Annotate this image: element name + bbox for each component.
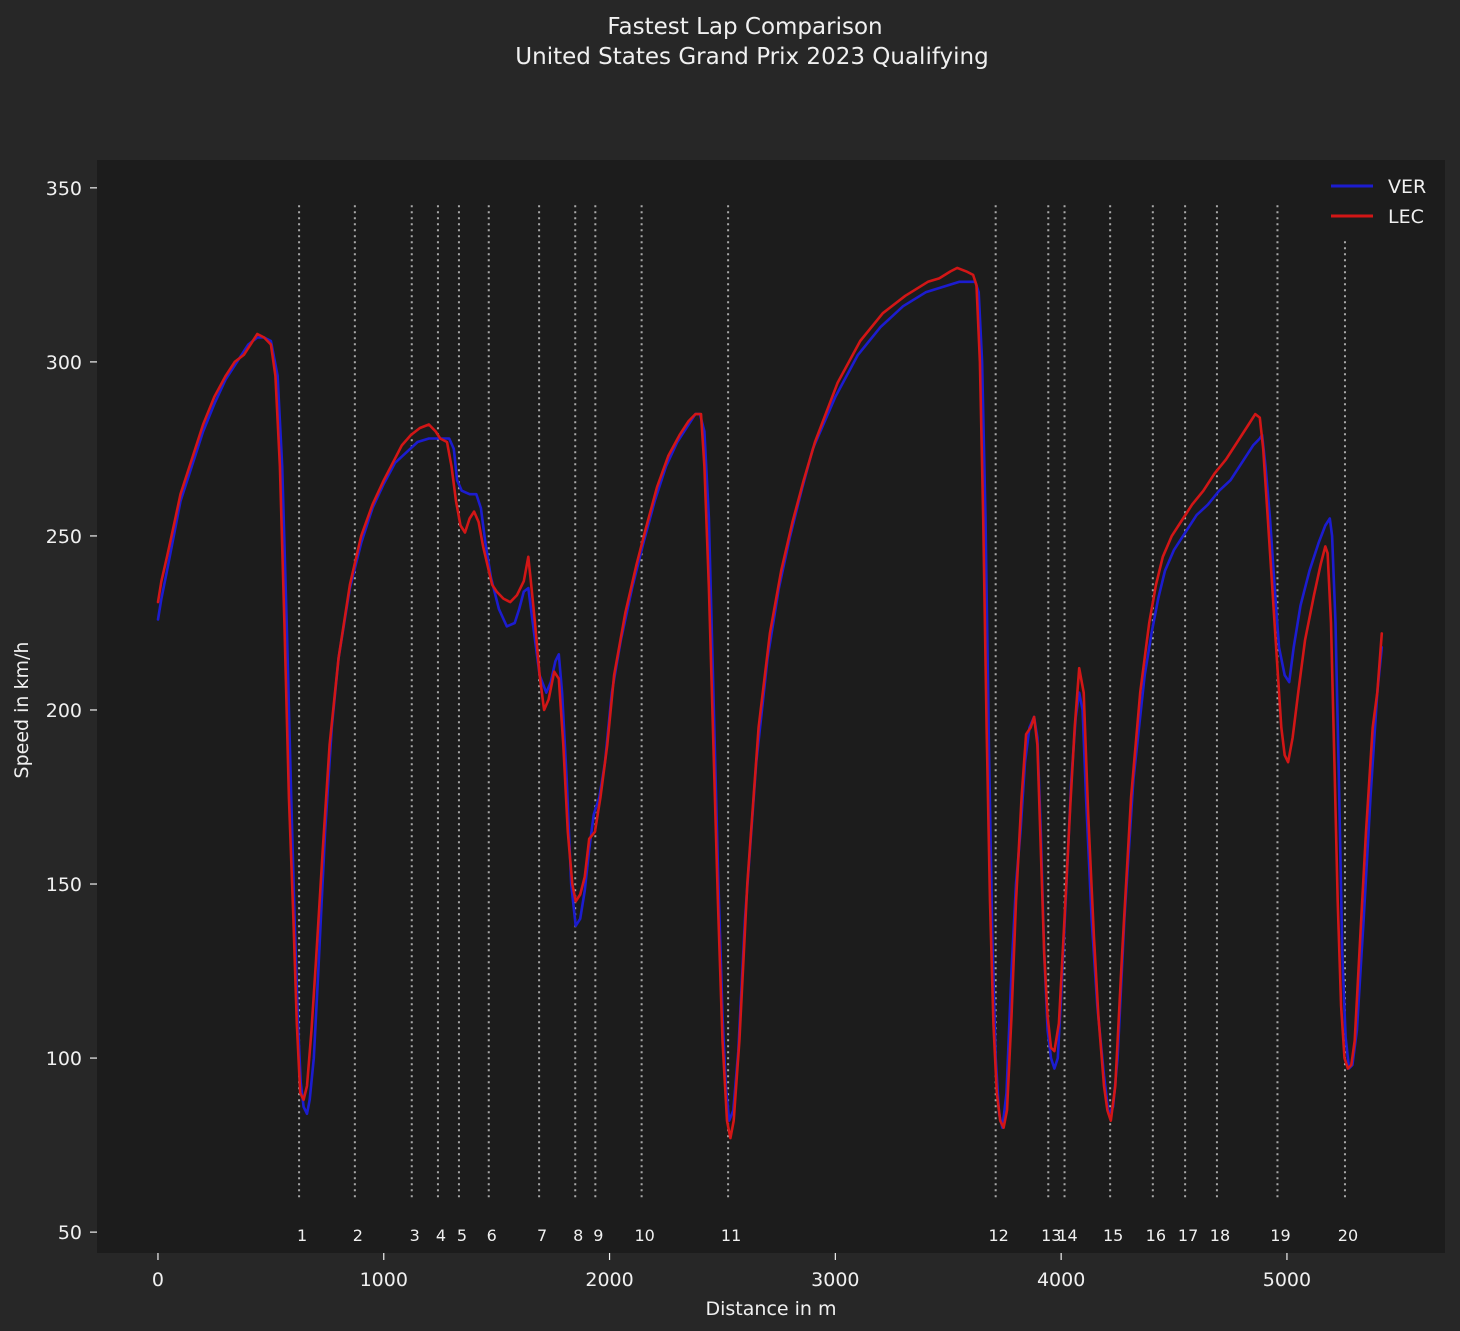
corner-label-14: 14 <box>1057 1226 1077 1245</box>
x-tick-label-2000: 2000 <box>585 1269 633 1291</box>
x-tick-label-1000: 1000 <box>360 1269 408 1291</box>
corner-label-16: 16 <box>1146 1226 1166 1245</box>
y-tick-label-250: 250 <box>46 526 82 548</box>
corner-label-2: 2 <box>353 1226 363 1245</box>
series-lines <box>156 266 1384 1140</box>
y-tick-label-150: 150 <box>46 874 82 896</box>
y-tick-label-50: 50 <box>58 1222 82 1244</box>
x-tick-label-4000: 4000 <box>1037 1269 1085 1291</box>
series-line-lec <box>156 266 1384 1140</box>
x-tick-label-5000: 5000 <box>1263 1269 1311 1291</box>
y-axis: 50 100 150 200 250 300 350 <box>46 178 97 1244</box>
corner-label-20: 20 <box>1338 1226 1358 1245</box>
corner-label-7: 7 <box>537 1226 547 1245</box>
corner-label-1: 1 <box>297 1226 307 1245</box>
plot-area <box>97 160 1445 1253</box>
x-tick-label-3000: 3000 <box>811 1269 859 1291</box>
y-tick-label-300: 300 <box>46 352 82 374</box>
legend-label-ver: VER <box>1388 176 1426 198</box>
corner-label-6: 6 <box>487 1226 497 1245</box>
corner-label-9: 9 <box>593 1226 603 1245</box>
chart-title: Fastest Lap Comparison <box>607 14 882 40</box>
corner-label-19: 19 <box>1270 1226 1290 1245</box>
corner-label-5: 5 <box>457 1226 467 1245</box>
corner-label-13: 13 <box>1041 1226 1061 1245</box>
corner-label-12: 12 <box>988 1226 1008 1245</box>
corner-label-11: 11 <box>721 1226 741 1245</box>
chart-subtitle: United States Grand Prix 2023 Qualifying <box>515 44 988 70</box>
y-tick-label-200: 200 <box>46 700 82 722</box>
y-axis-label: Speed in km/h <box>11 642 33 779</box>
corner-label-4: 4 <box>436 1226 446 1245</box>
y-tick-label-350: 350 <box>46 178 82 200</box>
legend-label-lec: LEC <box>1388 206 1424 228</box>
x-tick-label-0: 0 <box>152 1269 164 1291</box>
legend-box <box>1322 170 1440 238</box>
y-tick-label-100: 100 <box>46 1048 82 1070</box>
corner-label-18: 18 <box>1210 1226 1230 1245</box>
corner-label-17: 17 <box>1178 1226 1198 1245</box>
x-axis: 0 1000 2000 3000 4000 5000 <box>152 1253 1311 1291</box>
corner-label-3: 3 <box>410 1226 420 1245</box>
corner-label-15: 15 <box>1103 1226 1123 1245</box>
legend: VER LEC <box>1322 170 1440 238</box>
corner-label-8: 8 <box>573 1226 583 1245</box>
corner-label-10: 10 <box>634 1226 654 1245</box>
x-axis-label: Distance in m <box>706 1298 837 1320</box>
